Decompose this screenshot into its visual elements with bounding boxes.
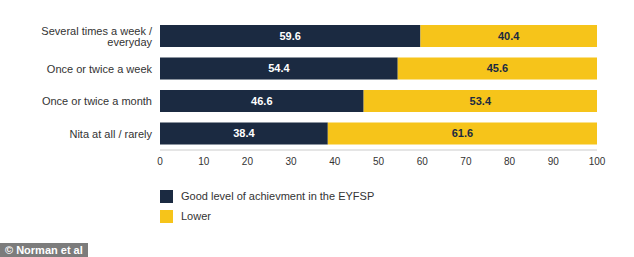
- html-text:Lower: Lower: [181, 210, 211, 222]
- html-text:Good level of achievment in th: Good level of achievment in the EYFSP: [181, 190, 375, 202]
- svg-text:30: 30: [286, 156, 298, 167]
- svg-text:45.6: 45.6: [487, 62, 508, 74]
- svg-text:53.4: 53.4: [470, 95, 492, 107]
- svg-text:40: 40: [329, 156, 341, 167]
- html-text:© Norman et al: © Norman et al: [5, 244, 83, 256]
- svg-text:70: 70: [460, 156, 472, 167]
- svg-text:54.4: 54.4: [268, 62, 290, 74]
- svg-text:46.6: 46.6: [251, 95, 272, 107]
- svg-text:40.4: 40.4: [498, 30, 520, 42]
- svg-text:100: 100: [589, 156, 606, 167]
- svg-text:10: 10: [198, 156, 210, 167]
- svg-text:0: 0: [157, 156, 163, 167]
- svg-text:59.6: 59.6: [280, 30, 301, 42]
- svg-text:38.4: 38.4: [233, 127, 255, 139]
- svg-text:20: 20: [242, 156, 254, 167]
- svg-text:80: 80: [504, 156, 516, 167]
- svg-text:90: 90: [548, 156, 560, 167]
- svg-text:Several times a week /everyday: Several times a week /everyday: [41, 25, 153, 48]
- svg-text:60: 60: [417, 156, 429, 167]
- svg-text:Nita at all / rarely: Nita at all / rarely: [69, 128, 152, 140]
- svg-text:Once or twice a month: Once or twice a month: [42, 95, 152, 107]
- svg-text:Once or twice a week: Once or twice a week: [47, 63, 153, 75]
- svg-text:61.6: 61.6: [452, 127, 473, 139]
- svg-text:50: 50: [373, 156, 385, 167]
